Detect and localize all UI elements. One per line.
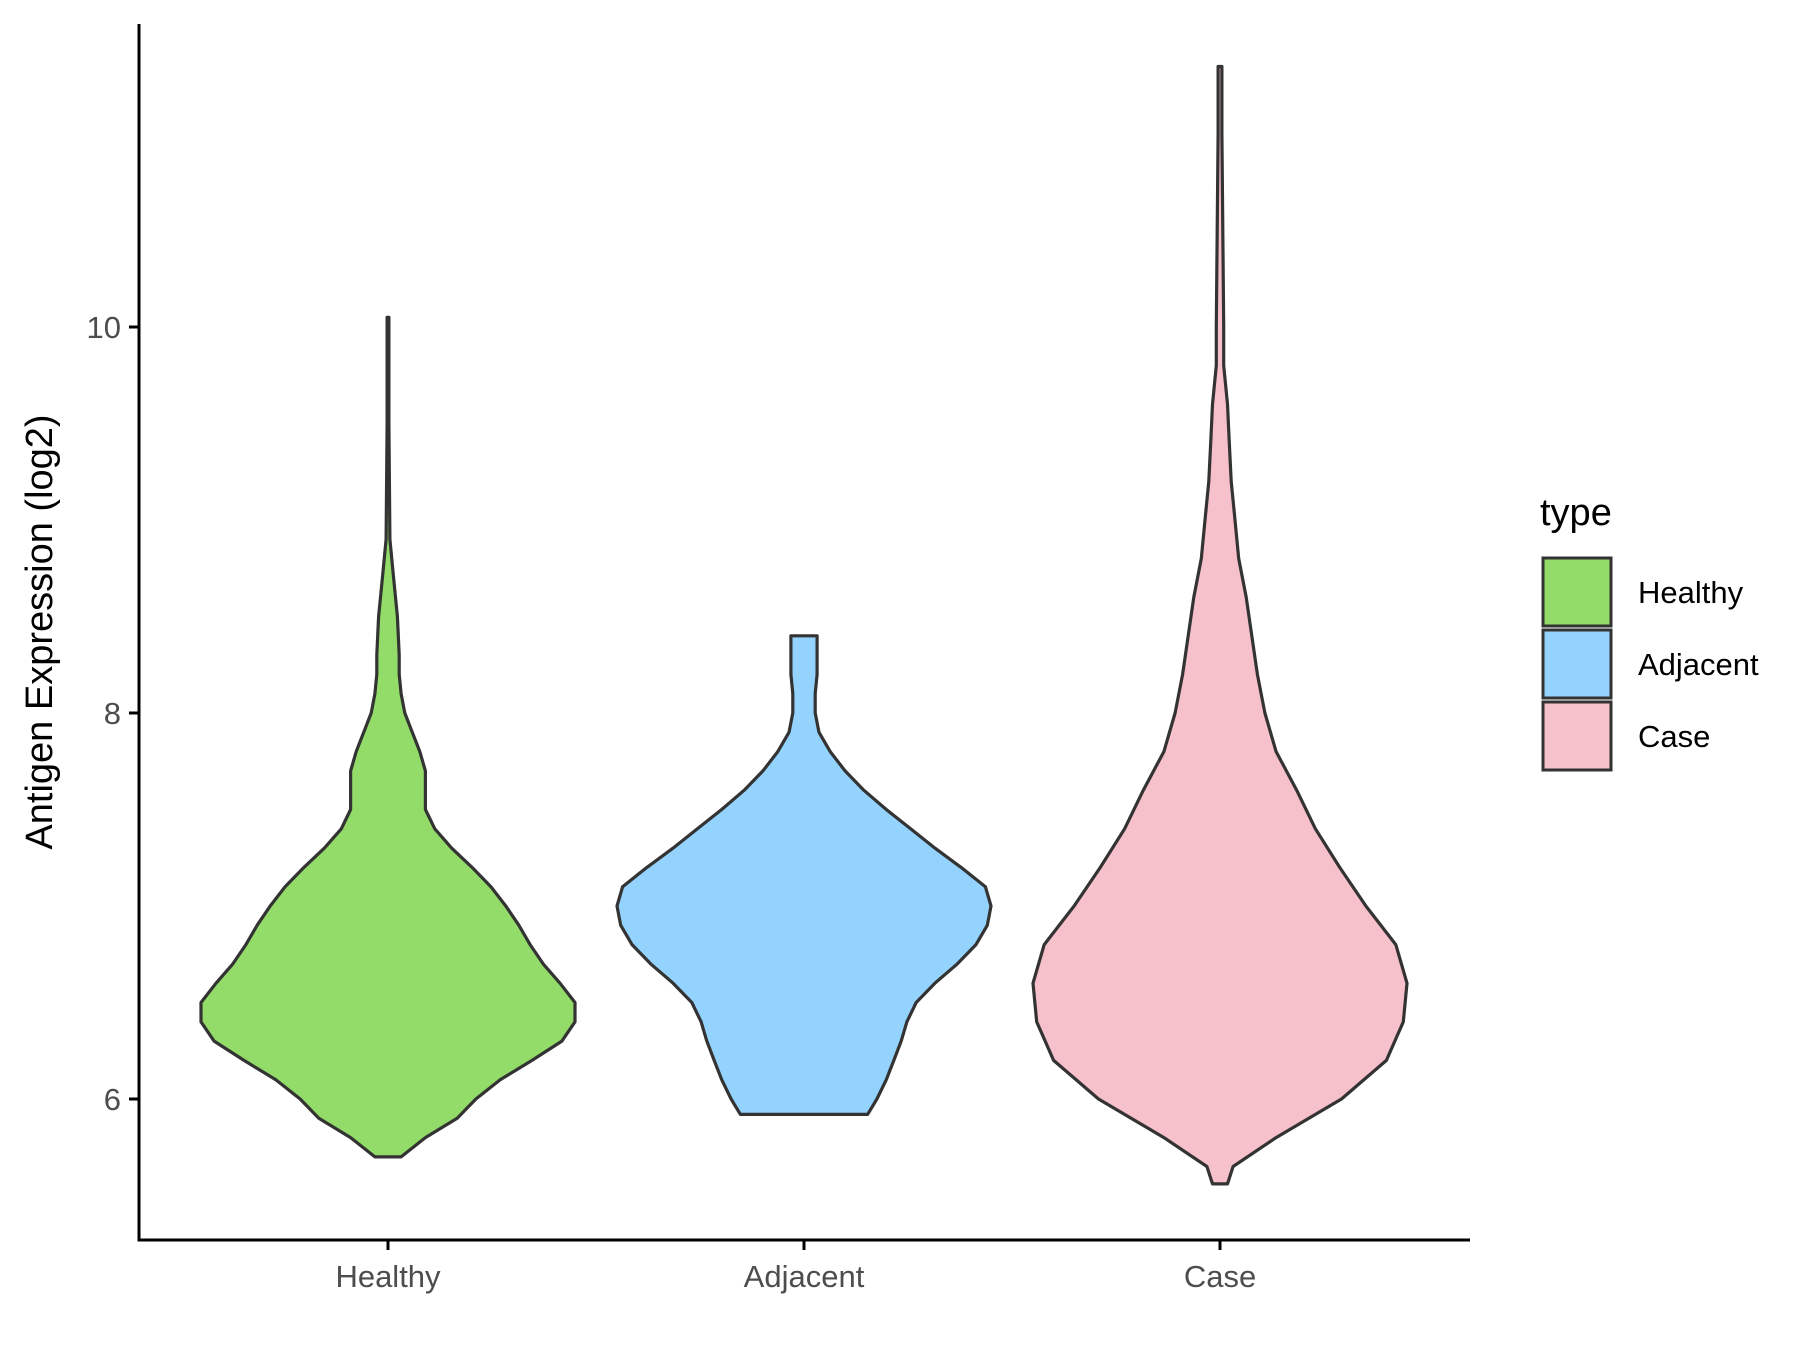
legend-label-healthy: Healthy <box>1638 575 1744 610</box>
violin-adjacent <box>615 634 993 1116</box>
legend-title: type <box>1540 492 1612 534</box>
violin-case <box>1031 64 1409 1186</box>
legend-swatch-healthy <box>1541 556 1613 628</box>
x-tick-label: Adjacent <box>744 1259 865 1294</box>
y-tick-label: 10 <box>87 310 121 345</box>
x-tick-label: Healthy <box>335 1259 441 1294</box>
y-ticks: 6 8 10 <box>87 310 139 1117</box>
legend-swatch-adjacent <box>1541 628 1613 700</box>
x-tick-label: Case <box>1184 1259 1256 1294</box>
x-ticks: Healthy Adjacent Case <box>335 1240 1256 1294</box>
violins-layer <box>199 64 1409 1186</box>
y-axis-title: Antigen Expression (log2) <box>19 414 61 849</box>
legend-swatch-case <box>1541 700 1613 772</box>
legend: type Healthy Adjacent Case <box>1540 492 1759 772</box>
y-tick-label: 8 <box>104 696 121 731</box>
legend-label-case: Case <box>1638 719 1710 754</box>
legend-label-adjacent: Adjacent <box>1638 647 1759 682</box>
violin-healthy <box>199 315 577 1159</box>
y-tick-label: 6 <box>104 1082 121 1117</box>
